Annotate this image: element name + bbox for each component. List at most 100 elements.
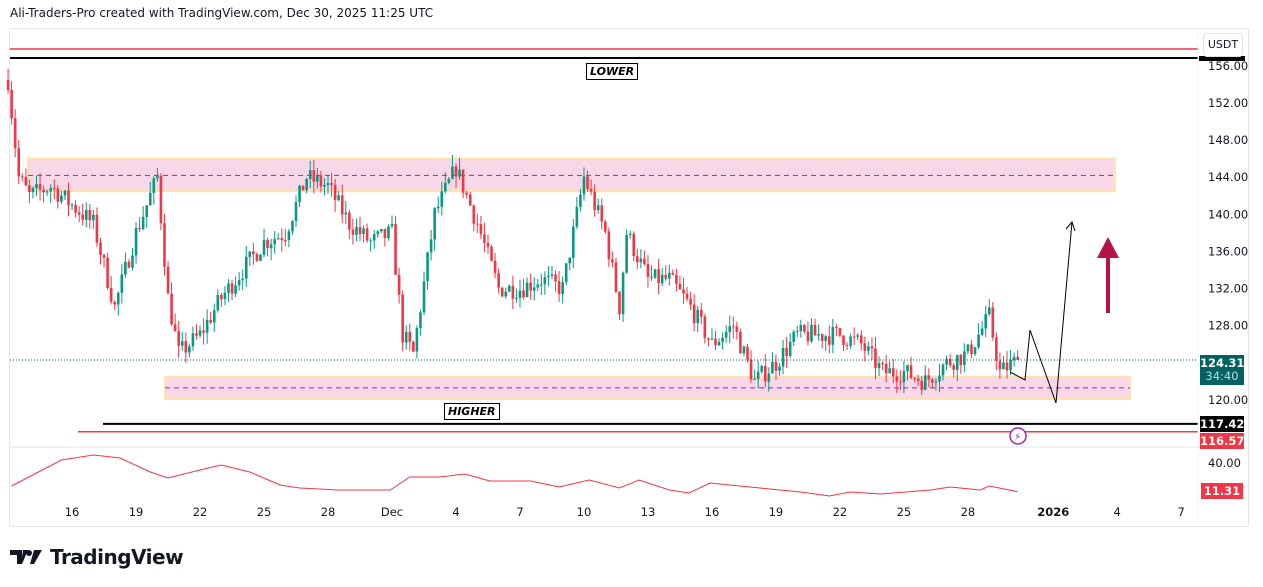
candle-body xyxy=(557,281,561,294)
candle-body xyxy=(739,331,742,354)
candle-body xyxy=(212,310,216,323)
candle-body xyxy=(465,192,468,195)
lightning-event-icon xyxy=(1009,427,1027,445)
candle-body xyxy=(923,375,927,390)
candle-body xyxy=(312,170,316,182)
candle-body xyxy=(131,255,134,268)
candle-body xyxy=(1009,359,1012,371)
candle-body xyxy=(785,348,788,356)
candle-body xyxy=(120,274,124,293)
indicator-pane xyxy=(11,454,1018,497)
candle-body xyxy=(116,292,120,305)
candle-body xyxy=(42,189,45,193)
candle-body xyxy=(205,319,209,333)
candle-body xyxy=(323,185,326,187)
candle-body xyxy=(198,330,202,336)
candle-body xyxy=(909,365,913,379)
candle-body xyxy=(927,375,931,380)
candle-body xyxy=(867,346,870,351)
candle-body xyxy=(955,355,959,370)
candle-body xyxy=(365,228,369,241)
candle-body xyxy=(895,376,899,382)
candle-body xyxy=(458,169,461,177)
candle-body xyxy=(504,291,508,297)
time-tick: 19 xyxy=(769,505,784,519)
candle-body xyxy=(426,252,429,282)
price-tick: 140.00 xyxy=(1208,207,1248,221)
lower-label: LOWER xyxy=(586,63,639,80)
candle-body xyxy=(763,365,767,382)
candle-body xyxy=(362,228,365,235)
candle-body xyxy=(102,254,106,258)
candle-body xyxy=(568,257,572,264)
candle-body xyxy=(607,231,611,260)
candle-body xyxy=(540,284,543,286)
candle-body xyxy=(675,274,678,284)
candle-body xyxy=(486,242,490,247)
candle-body xyxy=(508,285,511,292)
candle-body xyxy=(810,324,813,342)
candle-body xyxy=(724,331,728,338)
candle-body xyxy=(372,234,376,241)
time-tick: Dec xyxy=(381,505,403,519)
candle-body xyxy=(273,239,276,245)
candle-body xyxy=(269,244,273,249)
time-tick: 22 xyxy=(833,505,848,519)
candle-body xyxy=(604,221,607,232)
candle-body xyxy=(113,301,117,305)
candle-body xyxy=(984,314,987,329)
candle-body xyxy=(454,166,458,177)
candle-body xyxy=(408,331,412,342)
candle-body xyxy=(550,274,554,276)
candle-body xyxy=(525,282,529,298)
currency-selector[interactable]: USDT xyxy=(1203,33,1243,57)
candle-body xyxy=(45,191,49,193)
tradingview-logo[interactable]: TradingView xyxy=(10,545,184,569)
candle-body xyxy=(874,348,877,369)
candle-body xyxy=(977,334,980,348)
candle-body xyxy=(134,227,138,256)
candle-body xyxy=(799,325,803,331)
candle-body xyxy=(813,324,817,336)
candle-body xyxy=(998,360,1002,370)
candle-body xyxy=(319,175,323,187)
candle-body xyxy=(835,327,838,329)
candle-body xyxy=(891,368,895,377)
candle-body xyxy=(767,373,771,382)
candle-body xyxy=(74,204,77,213)
candle-body xyxy=(899,381,902,383)
candle-body xyxy=(17,148,21,177)
candle-body xyxy=(70,204,74,206)
candle-body xyxy=(468,194,472,206)
candle-body xyxy=(166,266,170,294)
candle-body xyxy=(500,287,504,297)
candle-body xyxy=(970,344,973,355)
projection-arrowhead xyxy=(1065,221,1076,232)
candle-body xyxy=(820,334,824,341)
candle-body xyxy=(159,175,163,224)
candle-body xyxy=(714,338,717,346)
candle-body xyxy=(515,297,518,299)
candle-body xyxy=(223,292,227,299)
candle-body xyxy=(952,365,955,370)
candle-body xyxy=(92,214,95,221)
candle-body xyxy=(241,278,244,281)
candle-body xyxy=(234,285,237,294)
candle-body xyxy=(390,223,394,227)
candle-body xyxy=(788,341,792,356)
candle-body xyxy=(664,274,668,279)
candle-body xyxy=(522,290,525,298)
candle-body xyxy=(778,366,781,371)
candle-body xyxy=(931,379,934,383)
time-tick: 13 xyxy=(641,505,656,519)
candle-body xyxy=(831,327,835,345)
candle-body xyxy=(60,195,63,202)
indicator-value-tag: 11.31 xyxy=(1201,483,1243,499)
candle-body xyxy=(38,184,42,190)
candle-body xyxy=(173,324,177,332)
time-tick: 7 xyxy=(516,505,523,519)
candle-body xyxy=(749,359,753,380)
chart-frame xyxy=(9,28,1249,527)
candle-body xyxy=(671,272,675,275)
